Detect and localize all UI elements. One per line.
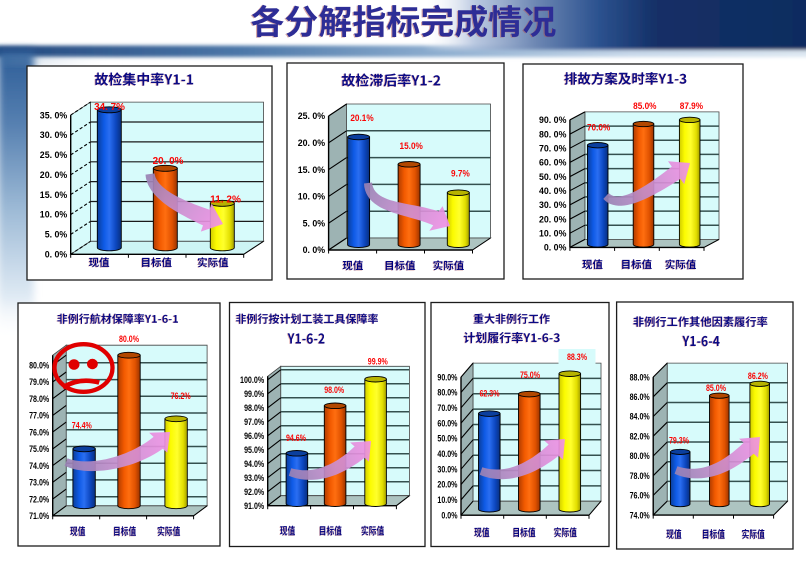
svg-text:10.0%: 10.0% bbox=[437, 495, 457, 505]
svg-text:94.6%: 94.6% bbox=[286, 433, 306, 443]
svg-text:15. 0%: 15. 0% bbox=[298, 165, 326, 175]
svg-text:10. 0%: 10. 0% bbox=[40, 210, 68, 220]
svg-text:0.0%: 0.0% bbox=[441, 510, 457, 520]
svg-text:85.0%: 85.0% bbox=[706, 383, 726, 393]
svg-text:96.0%: 96.0% bbox=[244, 431, 264, 441]
svg-text:60. 0%: 60. 0% bbox=[539, 158, 567, 168]
svg-text:70. 0%: 70. 0% bbox=[539, 143, 567, 153]
svg-text:40.0%: 40.0% bbox=[437, 449, 457, 459]
svg-text:91.0%: 91.0% bbox=[244, 501, 264, 511]
svg-text:80.0%: 80.0% bbox=[630, 451, 650, 461]
svg-text:50.0%: 50.0% bbox=[437, 434, 457, 444]
svg-text:78.0%: 78.0% bbox=[630, 471, 650, 481]
svg-text:88.0%: 88.0% bbox=[630, 372, 650, 382]
svg-text:93.0%: 93.0% bbox=[244, 473, 264, 483]
svg-text:70.0%: 70.0% bbox=[587, 123, 611, 134]
svg-text:94.0%: 94.0% bbox=[244, 459, 264, 469]
svg-text:20.1%: 20.1% bbox=[350, 113, 374, 124]
svg-text:90. 0%: 90. 0% bbox=[539, 115, 567, 125]
svg-text:0. 0%: 0. 0% bbox=[45, 250, 68, 260]
svg-text:62.3%: 62.3% bbox=[480, 389, 500, 399]
svg-text:98.0%: 98.0% bbox=[324, 385, 344, 395]
svg-text:20. 0%: 20. 0% bbox=[153, 156, 184, 167]
svg-text:72.0%: 72.0% bbox=[29, 494, 49, 504]
svg-text:80.0%: 80.0% bbox=[29, 360, 49, 370]
svg-text:74.0%: 74.0% bbox=[29, 461, 49, 471]
svg-text:80.0%: 80.0% bbox=[437, 388, 457, 398]
svg-text:76.0%: 76.0% bbox=[29, 427, 49, 437]
svg-text:25. 0%: 25. 0% bbox=[298, 111, 326, 121]
svg-text:76.2%: 76.2% bbox=[171, 391, 191, 401]
svg-text:70.0%: 70.0% bbox=[437, 403, 457, 413]
svg-text:90.0%: 90.0% bbox=[437, 372, 457, 382]
svg-text:30.0%: 30.0% bbox=[437, 464, 457, 474]
svg-text:9.7%: 9.7% bbox=[451, 169, 470, 180]
svg-text:85.0%: 85.0% bbox=[633, 101, 657, 112]
svg-text:5. 0%: 5. 0% bbox=[303, 218, 326, 228]
svg-text:99.0%: 99.0% bbox=[244, 389, 264, 399]
svg-text:86.2%: 86.2% bbox=[748, 371, 768, 381]
svg-text:35. 0%: 35. 0% bbox=[40, 110, 68, 120]
svg-text:71.0%: 71.0% bbox=[29, 511, 49, 521]
svg-text:73.0%: 73.0% bbox=[29, 478, 49, 488]
svg-text:95.0%: 95.0% bbox=[244, 445, 264, 455]
svg-text:86.0%: 86.0% bbox=[630, 392, 650, 402]
svg-text:50. 0%: 50. 0% bbox=[539, 172, 567, 182]
svg-text:20. 0%: 20. 0% bbox=[539, 214, 567, 224]
svg-text:79.0%: 79.0% bbox=[29, 377, 49, 387]
svg-text:87.9%: 87.9% bbox=[680, 101, 704, 112]
svg-text:40. 0%: 40. 0% bbox=[539, 186, 567, 196]
svg-text:88.3%: 88.3% bbox=[567, 352, 587, 362]
svg-text:84.0%: 84.0% bbox=[630, 412, 650, 422]
svg-text:97.0%: 97.0% bbox=[244, 417, 264, 427]
svg-text:20.0%: 20.0% bbox=[437, 480, 457, 490]
svg-text:30. 0%: 30. 0% bbox=[539, 200, 567, 210]
svg-text:0. 0%: 0. 0% bbox=[544, 243, 567, 253]
svg-text:92.0%: 92.0% bbox=[244, 487, 264, 497]
svg-text:20. 0%: 20. 0% bbox=[298, 138, 326, 148]
svg-text:60.0%: 60.0% bbox=[437, 418, 457, 428]
svg-text:11. 2%: 11. 2% bbox=[210, 195, 241, 206]
svg-text:98.0%: 98.0% bbox=[244, 403, 264, 413]
svg-text:5. 0%: 5. 0% bbox=[45, 230, 68, 240]
svg-text:75.0%: 75.0% bbox=[520, 370, 540, 380]
svg-text:20. 0%: 20. 0% bbox=[40, 170, 68, 180]
svg-text:79.3%: 79.3% bbox=[669, 436, 689, 446]
svg-text:75.0%: 75.0% bbox=[29, 444, 49, 454]
svg-text:10. 0%: 10. 0% bbox=[298, 192, 326, 202]
svg-text:30. 0%: 30. 0% bbox=[40, 130, 68, 140]
svg-text:74.4%: 74.4% bbox=[72, 420, 92, 430]
svg-text:80. 0%: 80. 0% bbox=[539, 129, 567, 139]
svg-text:76.0%: 76.0% bbox=[630, 491, 650, 501]
svg-text:25. 0%: 25. 0% bbox=[40, 150, 68, 160]
svg-text:77.0%: 77.0% bbox=[29, 411, 49, 421]
svg-text:15.0%: 15.0% bbox=[400, 141, 424, 152]
svg-text:78.0%: 78.0% bbox=[29, 394, 49, 404]
svg-text:74.0%: 74.0% bbox=[630, 510, 650, 520]
svg-text:100.0%: 100.0% bbox=[240, 375, 264, 385]
svg-text:80.0%: 80.0% bbox=[119, 334, 139, 344]
svg-text:10. 0%: 10. 0% bbox=[539, 228, 567, 238]
svg-text:99.9%: 99.9% bbox=[368, 357, 388, 367]
svg-text:82.0%: 82.0% bbox=[630, 431, 650, 441]
svg-text:34. 7%: 34. 7% bbox=[94, 102, 125, 113]
svg-text:15. 0%: 15. 0% bbox=[40, 190, 68, 200]
svg-text:0. 0%: 0. 0% bbox=[303, 245, 326, 255]
